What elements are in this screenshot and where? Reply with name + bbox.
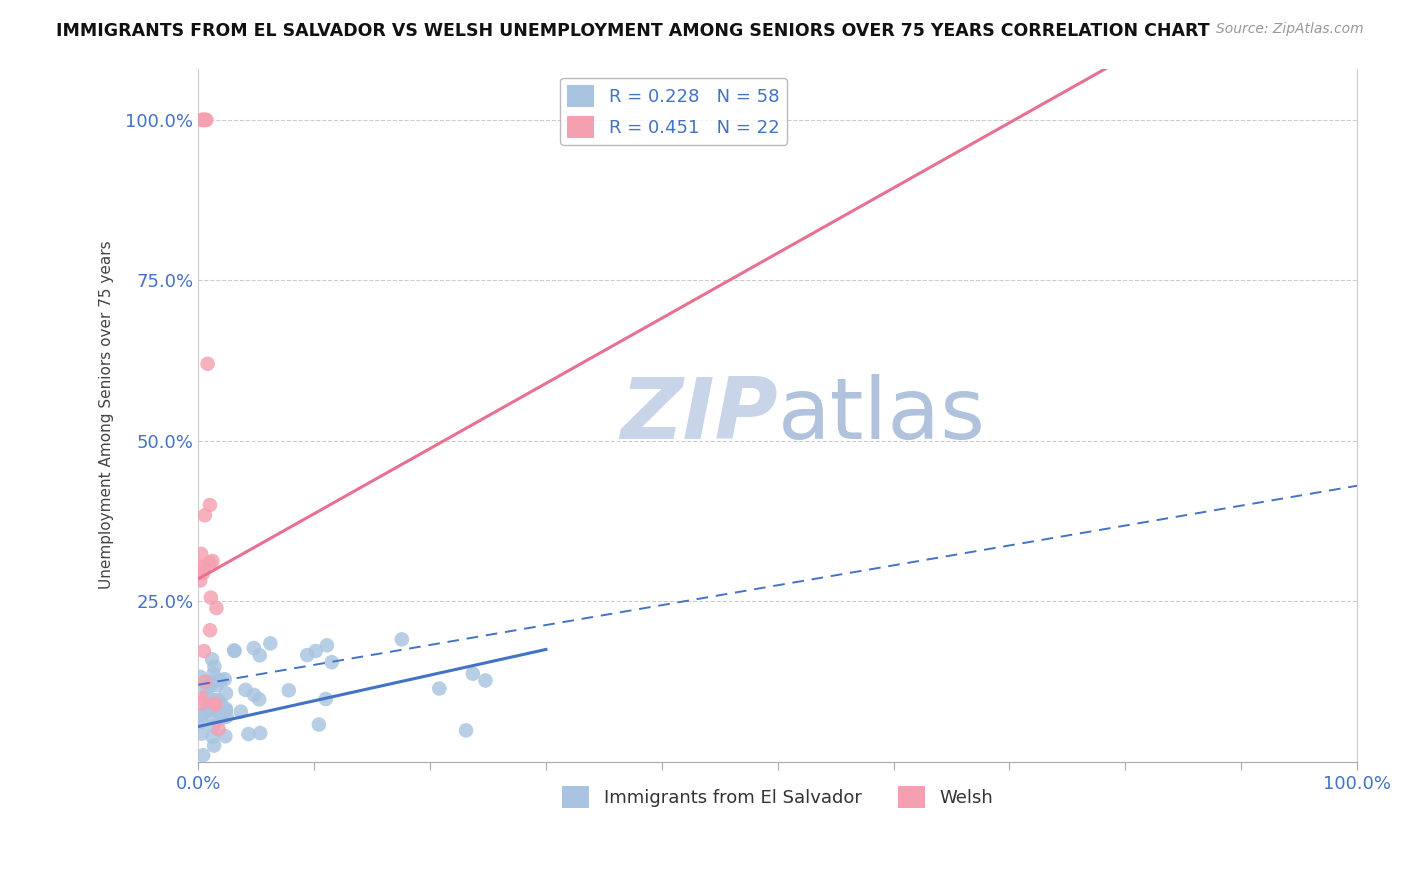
Point bbox=[305, 644, 328, 658]
Point bbox=[454, 723, 477, 738]
Point bbox=[190, 559, 212, 574]
Point bbox=[215, 703, 238, 717]
Point bbox=[194, 508, 217, 523]
Point bbox=[201, 709, 224, 723]
Point bbox=[391, 632, 413, 647]
Point bbox=[209, 697, 232, 711]
Point bbox=[194, 674, 217, 689]
Point bbox=[201, 554, 224, 568]
Point bbox=[229, 705, 252, 719]
Point bbox=[315, 692, 337, 706]
Point bbox=[193, 644, 215, 658]
Point bbox=[193, 112, 215, 127]
Point bbox=[190, 547, 212, 561]
Point bbox=[204, 698, 226, 712]
Point bbox=[205, 678, 228, 692]
Point bbox=[201, 730, 224, 744]
Point bbox=[247, 692, 270, 706]
Point bbox=[198, 498, 221, 512]
Point bbox=[193, 560, 215, 574]
Point bbox=[194, 705, 217, 719]
Point bbox=[191, 691, 214, 706]
Point bbox=[194, 112, 217, 127]
Point bbox=[205, 704, 228, 718]
Point bbox=[200, 591, 222, 605]
Point bbox=[243, 688, 266, 702]
Point bbox=[201, 652, 224, 666]
Point bbox=[222, 643, 245, 657]
Y-axis label: Unemployment Among Seniors over 75 years: Unemployment Among Seniors over 75 years bbox=[100, 241, 114, 590]
Point bbox=[215, 709, 238, 723]
Point bbox=[215, 686, 238, 700]
Point bbox=[191, 112, 214, 127]
Point bbox=[474, 673, 496, 688]
Point bbox=[193, 748, 215, 763]
Point bbox=[197, 357, 219, 371]
Point bbox=[297, 648, 319, 662]
Legend: Immigrants from El Salvador, Welsh: Immigrants from El Salvador, Welsh bbox=[555, 779, 1000, 815]
Point bbox=[198, 556, 221, 570]
Text: IMMIGRANTS FROM EL SALVADOR VS WELSH UNEMPLOYMENT AMONG SENIORS OVER 75 YEARS CO: IMMIGRANTS FROM EL SALVADOR VS WELSH UNE… bbox=[56, 22, 1211, 40]
Point bbox=[277, 683, 299, 698]
Point bbox=[204, 697, 226, 711]
Point bbox=[202, 719, 225, 733]
Point bbox=[214, 705, 236, 719]
Point bbox=[191, 566, 214, 581]
Point bbox=[249, 648, 271, 663]
Point bbox=[235, 682, 257, 697]
Point bbox=[243, 640, 266, 655]
Point bbox=[207, 700, 229, 714]
Point bbox=[195, 688, 218, 702]
Point bbox=[190, 715, 212, 730]
Point bbox=[204, 693, 226, 707]
Point bbox=[211, 707, 233, 722]
Point bbox=[211, 711, 233, 725]
Point bbox=[202, 667, 225, 681]
Point bbox=[214, 729, 236, 743]
Point bbox=[195, 112, 218, 127]
Text: atlas: atlas bbox=[778, 374, 986, 457]
Point bbox=[209, 673, 232, 688]
Point bbox=[197, 699, 219, 714]
Point bbox=[191, 697, 214, 711]
Point bbox=[249, 726, 271, 740]
Point bbox=[190, 726, 212, 740]
Point bbox=[207, 693, 229, 707]
Point bbox=[321, 655, 343, 669]
Text: Source: ZipAtlas.com: Source: ZipAtlas.com bbox=[1216, 22, 1364, 37]
Point bbox=[190, 709, 212, 723]
Point bbox=[194, 681, 217, 695]
Point bbox=[461, 666, 484, 681]
Point bbox=[202, 739, 225, 753]
Point bbox=[316, 638, 339, 652]
Point bbox=[188, 670, 211, 684]
Point bbox=[259, 636, 281, 650]
Point bbox=[198, 624, 221, 638]
Point bbox=[198, 679, 221, 693]
Point bbox=[215, 702, 238, 716]
Point bbox=[188, 574, 211, 588]
Point bbox=[224, 644, 246, 658]
Point bbox=[427, 681, 450, 696]
Point bbox=[191, 112, 214, 127]
Point bbox=[208, 698, 231, 712]
Point bbox=[208, 723, 231, 737]
Point bbox=[205, 601, 228, 615]
Text: ZIP: ZIP bbox=[620, 374, 778, 457]
Point bbox=[308, 717, 330, 731]
Point bbox=[238, 727, 260, 741]
Point bbox=[204, 659, 226, 673]
Point bbox=[201, 674, 224, 689]
Point bbox=[214, 672, 236, 686]
